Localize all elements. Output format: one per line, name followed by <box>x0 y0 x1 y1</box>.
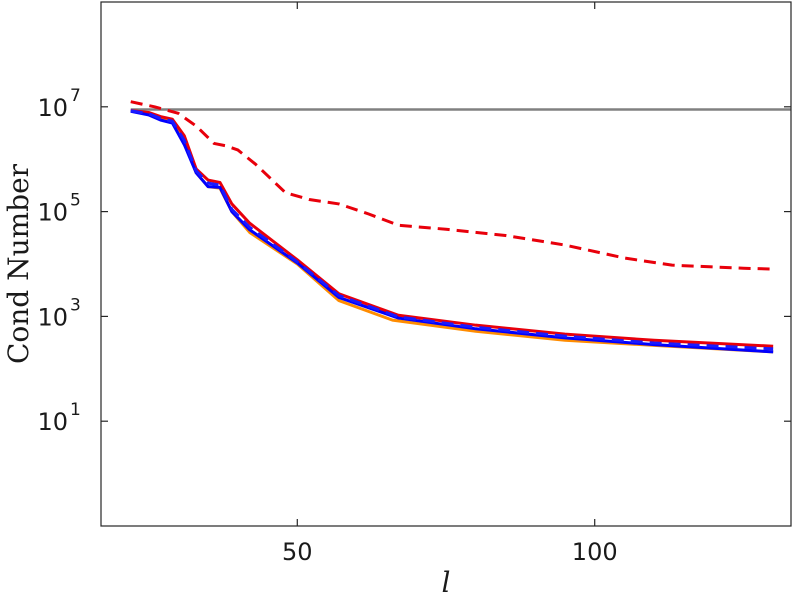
axes-layer <box>100 1 792 527</box>
y-tick-label: 10 <box>37 199 68 227</box>
y-tick-label: 10 <box>37 303 68 331</box>
axes-box <box>100 1 792 527</box>
x-tick-label: 50 <box>282 538 313 566</box>
y-tick-exponent: 3 <box>70 295 81 315</box>
series-line-2 <box>130 100 774 271</box>
series-line-6 <box>130 109 774 351</box>
y-axis-title: Cond Number <box>2 163 35 364</box>
y-tick-label: 10 <box>37 94 68 122</box>
plot-area <box>101 2 791 526</box>
series-line-5 <box>130 109 774 354</box>
y-tick-exponent: 7 <box>70 86 81 106</box>
x-axis-title: l <box>442 566 451 599</box>
y-tick-exponent: 1 <box>70 400 81 420</box>
series-layer <box>130 100 791 354</box>
series-line-4 <box>130 109 774 348</box>
x-tick-label: 100 <box>572 538 618 566</box>
y-tick-exponent: 5 <box>70 191 81 211</box>
y-tick-label: 10 <box>37 408 68 436</box>
